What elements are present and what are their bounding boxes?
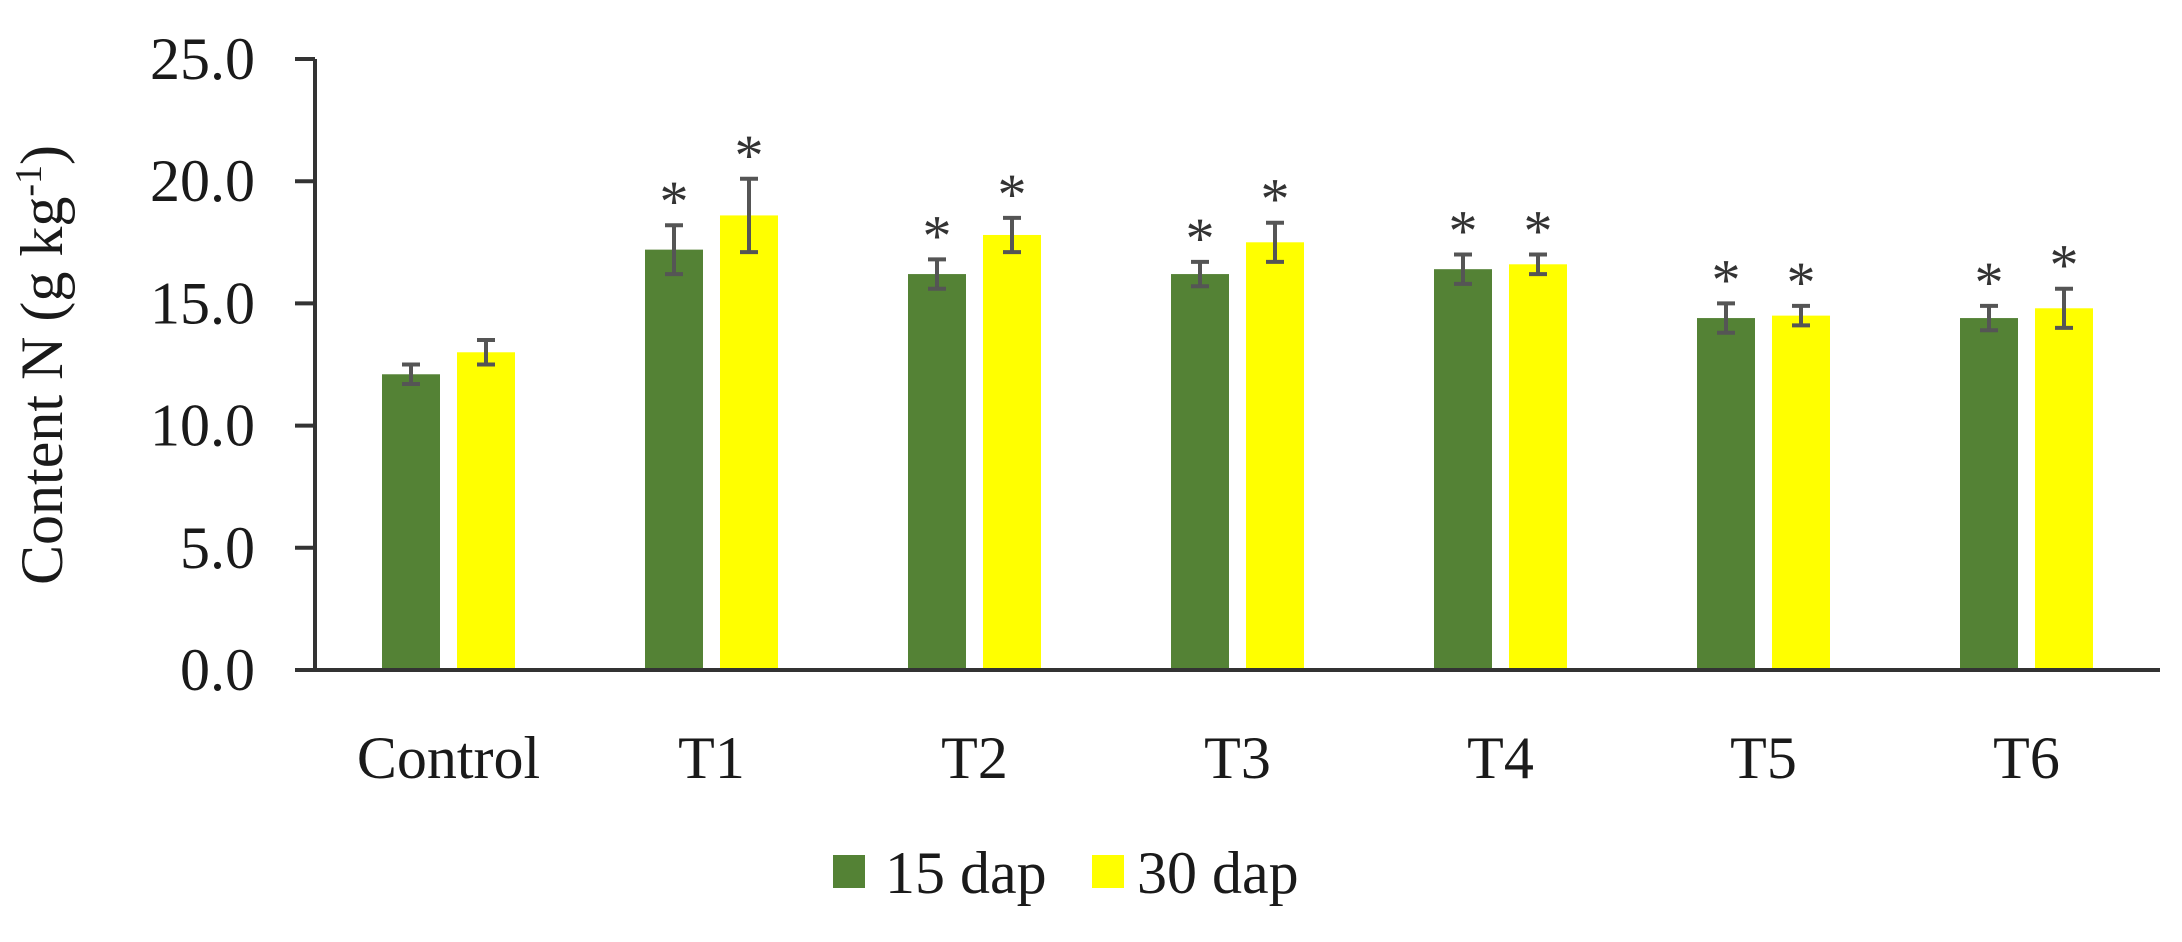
bar [1434,269,1492,670]
significance-asterisk: * [1449,199,1478,264]
legend-swatch [1092,855,1124,888]
y-tick-label: 5.0 [180,515,255,581]
x-tick-label: T3 [1204,725,1271,791]
bar [1171,274,1229,670]
bar [983,234,1041,670]
bar [382,374,440,670]
y-axis: 0.0 5.0 10.0 15.0 20.0 25.0 [150,26,317,703]
x-tick-label: T5 [1730,725,1797,791]
legend-swatch [833,855,865,888]
bar [1246,242,1304,671]
bar-group-t1: ** [645,123,778,670]
significance-asterisk: * [2050,233,2079,298]
y-tick-label: 10.0 [150,393,255,459]
bar-group-t4: * * [1434,199,1567,670]
bar [1960,318,2018,670]
bar-group-control [382,338,515,670]
legend-label: 30 dap [1137,840,1299,906]
y-tick-label: 0.0 [180,637,255,703]
x-tick-label: Control [357,725,540,791]
bar [1697,318,1755,670]
bar [720,215,778,670]
bar-groups: ****** * ** * * * [382,123,2093,671]
significance-asterisk: * [1787,250,1816,315]
significance-asterisk: * [1261,167,1290,232]
legend-label: 15 dap [885,840,1047,906]
significance-asterisk: * [1186,206,1215,271]
x-axis: Control T1 T2 T3 T4 T5 T6 [295,668,2160,791]
x-tick-label: T2 [941,725,1008,791]
y-axis-label: Content N (g kg-1) [8,145,75,585]
x-tick-label: T1 [678,725,745,791]
bar [908,274,966,670]
y-tick-label: 15.0 [150,270,255,336]
legend-item: 15 dap [833,840,1047,906]
significance-asterisk: * [735,123,764,188]
y-tick-label: 20.0 [150,148,255,214]
bar [1509,264,1567,670]
y-tick-label: 25.0 [150,26,255,92]
bar [457,352,515,670]
bar-group-t5: * * [1697,247,1830,670]
bar [2035,308,2093,670]
significance-asterisk: * [1712,247,1741,312]
significance-asterisk: * [998,162,1027,227]
legend: 15 dap 30 dap [833,840,1299,906]
bar [1772,315,1830,670]
bar-group-t2: ** [908,162,1041,670]
significance-asterisk: * [1975,250,2004,315]
significance-asterisk: * [1524,199,1553,264]
significance-asterisk: * [660,169,689,234]
x-tick-label: T4 [1467,725,1534,791]
bar [645,249,703,670]
x-tick-label: T6 [1993,725,2060,791]
bar-group-t3: ** [1171,167,1304,671]
bar-group-t6: * * [1960,233,2093,670]
legend-item: 30 dap [1092,840,1299,906]
significance-asterisk: * [923,203,952,268]
